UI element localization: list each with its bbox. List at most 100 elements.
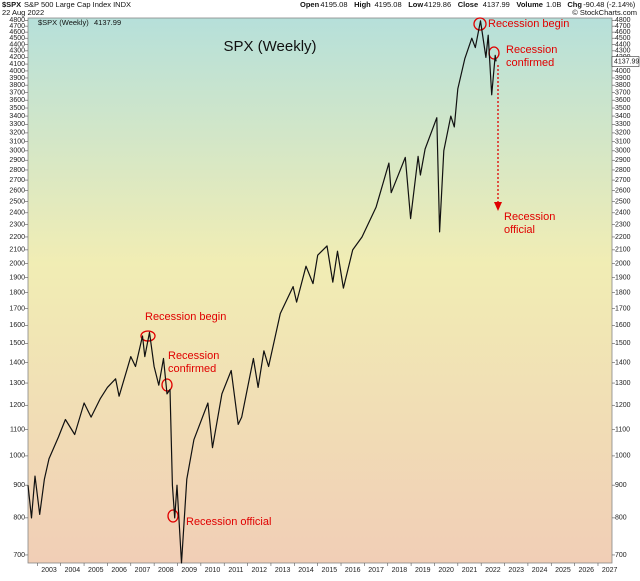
y-tick-label: 4600 bbox=[615, 29, 631, 36]
x-tick-label: 2010 bbox=[205, 567, 221, 574]
y-tick-label: 3100 bbox=[615, 139, 631, 146]
arrow-head bbox=[494, 202, 502, 211]
legend-value: 4137.99 bbox=[94, 18, 121, 27]
y-tick-label: 2900 bbox=[615, 157, 631, 164]
y-tick-label: 1900 bbox=[9, 275, 25, 282]
index-name: S&P 500 Large Cap Index INDX bbox=[24, 0, 131, 9]
y-tick-label: 4700 bbox=[9, 23, 25, 30]
y-tick-label: 3300 bbox=[615, 121, 631, 128]
y-tick-label: 1400 bbox=[9, 359, 25, 366]
last-value-label: 4137.99 bbox=[614, 58, 639, 65]
x-tick-label: 2014 bbox=[298, 567, 314, 574]
y-tick-label: 2800 bbox=[9, 167, 25, 174]
y-tick-label: 3800 bbox=[9, 82, 25, 89]
x-tick-label: 2022 bbox=[485, 567, 501, 574]
y-tick-label: 2000 bbox=[9, 260, 25, 267]
y-tick-label: 1800 bbox=[9, 290, 25, 297]
y-tick-label: 3500 bbox=[9, 105, 25, 112]
x-tick-label: 2004 bbox=[65, 567, 81, 574]
y-tick-label: 3400 bbox=[615, 113, 631, 120]
y-tick-label: 2100 bbox=[615, 247, 631, 254]
y-tick-label: 3200 bbox=[9, 130, 25, 137]
y-tick-label: 2400 bbox=[615, 210, 631, 217]
quote-label: Chg bbox=[567, 0, 582, 9]
date: 22 Aug 2022 bbox=[2, 8, 44, 17]
y-tick-label: 2100 bbox=[9, 247, 25, 254]
y-tick-label: 4300 bbox=[615, 48, 631, 55]
y-tick-label: 3400 bbox=[9, 113, 25, 120]
y-tick-label: 2800 bbox=[615, 167, 631, 174]
y-tick-label: 2400 bbox=[9, 210, 25, 217]
quote-label: Open bbox=[300, 0, 320, 9]
annotation: Recession begin bbox=[488, 18, 569, 30]
y-tick-label: 900 bbox=[13, 482, 25, 489]
annotation: Recession official bbox=[186, 516, 271, 528]
y-tick-label: 2500 bbox=[615, 198, 631, 205]
x-tick-label: 2015 bbox=[322, 567, 338, 574]
x-tick-label: 2008 bbox=[158, 567, 174, 574]
x-tick-label: 2016 bbox=[345, 567, 361, 574]
y-tick-label: 3500 bbox=[615, 105, 631, 112]
quote-label: Close bbox=[458, 0, 478, 9]
y-tick-label: 2900 bbox=[9, 157, 25, 164]
y-tick-label: 2600 bbox=[615, 187, 631, 194]
y-tick-label: 2700 bbox=[9, 177, 25, 184]
y-tick-label: 800 bbox=[13, 515, 25, 522]
price-line bbox=[27, 20, 497, 564]
quote: Open 4195.08 High 4195.08 Low 4129.86 Close 413… bbox=[300, 0, 636, 9]
x-tick-label: 2017 bbox=[368, 567, 384, 574]
x-tick-label: 2006 bbox=[111, 567, 127, 574]
quote-value: 4195.08 bbox=[320, 0, 347, 9]
y-tick-label: 1000 bbox=[9, 453, 25, 460]
y-tick-label: 3000 bbox=[615, 148, 631, 155]
annotation: Recession bbox=[504, 211, 555, 223]
y-tick-label: 3800 bbox=[615, 82, 631, 89]
y-tick-label: 4700 bbox=[615, 23, 631, 30]
y-tick-label: 1600 bbox=[9, 322, 25, 329]
x-tick-label: 2003 bbox=[41, 567, 57, 574]
y-tick-label: 1100 bbox=[615, 426, 630, 433]
y-tick-label: 4800 bbox=[9, 17, 25, 24]
y-tick-label: 3700 bbox=[615, 89, 631, 96]
y-tick-label: 1100 bbox=[10, 426, 25, 433]
last-value-box bbox=[611, 56, 640, 67]
y-tick-label: 4600 bbox=[9, 29, 25, 36]
y-tick-label: 1400 bbox=[615, 359, 631, 366]
circle bbox=[167, 509, 179, 523]
x-tick-label: 2009 bbox=[181, 567, 197, 574]
y-tick-label: 4500 bbox=[615, 35, 631, 42]
x-tick-label: 2025 bbox=[555, 567, 571, 574]
quote-label: High bbox=[354, 0, 371, 9]
y-tick-label: 4100 bbox=[9, 61, 25, 68]
annotation: Recession begin bbox=[145, 311, 226, 323]
legend-entry: $SPX (Weekly) bbox=[38, 18, 89, 27]
y-tick-label: 4400 bbox=[9, 41, 25, 48]
y-tick-label: 800 bbox=[615, 515, 627, 522]
x-tick-label: 2011 bbox=[228, 567, 243, 574]
y-tick-label: 1300 bbox=[9, 380, 25, 387]
y-tick-label: 2700 bbox=[615, 177, 631, 184]
y-tick-label: 900 bbox=[615, 482, 627, 489]
y-tick-label: 2600 bbox=[9, 187, 25, 194]
y-tick-label: 3600 bbox=[9, 97, 25, 104]
y-tick-label: 2200 bbox=[9, 234, 25, 241]
annotation: Recession bbox=[168, 350, 219, 362]
y-tick-label: 700 bbox=[13, 552, 25, 559]
y-tick-label: 2300 bbox=[615, 221, 631, 228]
x-tick-label: 2021 bbox=[462, 567, 478, 574]
y-tick-label: 3700 bbox=[9, 89, 25, 96]
x-tick-label: 2005 bbox=[88, 567, 104, 574]
y-tick-label: 4400 bbox=[615, 41, 631, 48]
y-tick-label: 4500 bbox=[9, 35, 25, 42]
y-tick-label: 1600 bbox=[615, 322, 631, 329]
x-tick-label: 2019 bbox=[415, 567, 431, 574]
y-tick-label: 1700 bbox=[615, 305, 631, 312]
y-tick-label: 700 bbox=[615, 552, 627, 559]
y-tick-label: 3100 bbox=[9, 139, 25, 146]
quote-value: -90.48 (-2.14%) bbox=[583, 0, 636, 9]
y-tick-label: 4200 bbox=[9, 54, 25, 61]
plot-area bbox=[27, 17, 613, 564]
y-tick-label: 1300 bbox=[615, 380, 631, 387]
symbol: $SPX bbox=[2, 0, 21, 9]
